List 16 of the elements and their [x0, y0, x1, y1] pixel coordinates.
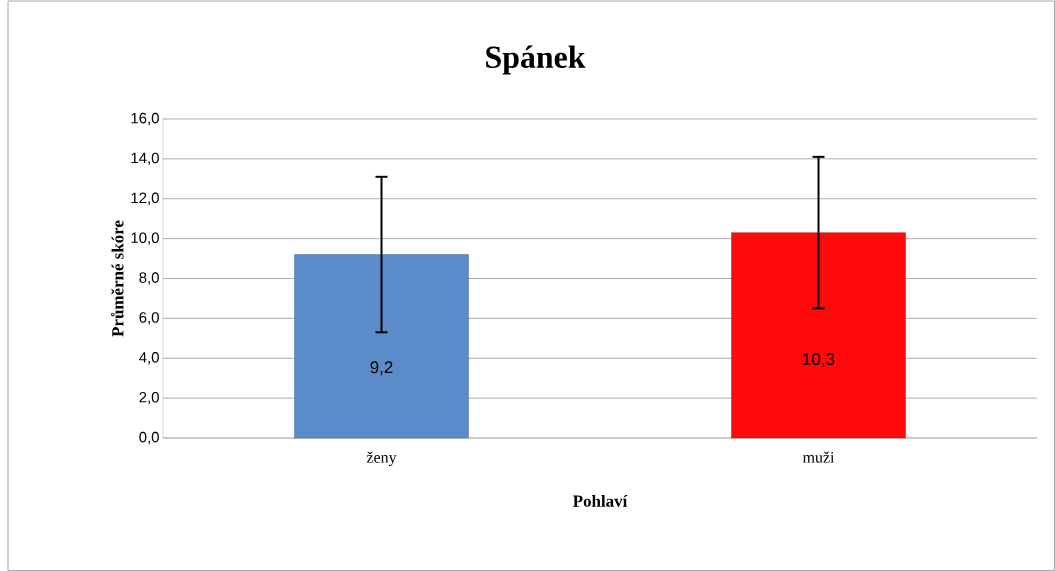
data-label: 9,2 — [370, 361, 393, 376]
x-tick-label: muži — [802, 451, 835, 463]
y-tick-label: 6,0 — [139, 312, 159, 325]
y-tick-label: 12,0 — [131, 192, 159, 205]
y-tick-label: 10,0 — [131, 232, 159, 245]
y-tick-label: 14,0 — [131, 152, 159, 166]
y-axis-title: Průměrné skóre — [111, 220, 124, 337]
y-tick-label: 16,0 — [131, 112, 159, 126]
x-tick-label: ženy — [366, 451, 397, 467]
y-tick-label: 2,0 — [139, 391, 159, 405]
x-axis-title: Pohlaví — [573, 494, 628, 507]
chart-title: Spánek — [486, 45, 586, 75]
y-tick-label: 0,0 — [139, 431, 159, 445]
y-tick-label: 4,0 — [139, 352, 159, 365]
data-label: 10,3 — [803, 352, 835, 367]
y-tick-label: 8,0 — [139, 272, 159, 285]
